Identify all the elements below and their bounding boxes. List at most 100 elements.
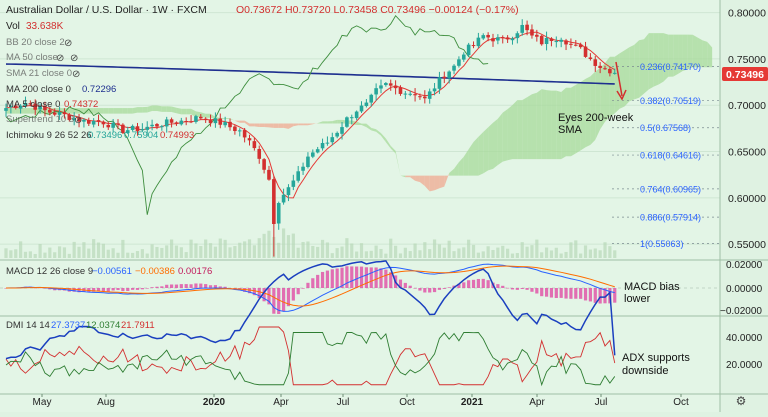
- candle-bullish[interactable]: [349, 117, 354, 119]
- candle-bearish[interactable]: [169, 119, 174, 123]
- candle-bearish[interactable]: [233, 126, 237, 132]
- supertrend-label[interactable]: Supertrend 10 3: [6, 114, 74, 125]
- candle-bearish[interactable]: [86, 119, 91, 124]
- candle-bearish[interactable]: [442, 76, 447, 79]
- candle-bullish[interactable]: [330, 137, 335, 143]
- candle-bullish[interactable]: [325, 142, 330, 144]
- candle-bearish[interactable]: [13, 105, 18, 109]
- candle-bullish[interactable]: [9, 106, 13, 108]
- candle-bearish[interactable]: [578, 44, 583, 48]
- candle-bearish[interactable]: [569, 43, 573, 45]
- ichimoku-label[interactable]: Ichimoku 9 26 52 26: [6, 130, 92, 141]
- candle-bullish[interactable]: [452, 65, 456, 71]
- candle-bullish[interactable]: [130, 125, 135, 130]
- candle-bearish[interactable]: [218, 118, 223, 125]
- candle-bearish[interactable]: [262, 159, 266, 170]
- candle-bearish[interactable]: [62, 112, 67, 115]
- candle-bullish[interactable]: [213, 118, 218, 124]
- candle-bullish[interactable]: [145, 126, 150, 130]
- candle-bullish[interactable]: [296, 171, 300, 181]
- candle-bullish[interactable]: [301, 166, 305, 171]
- bb-label[interactable]: BB 20 close 2: [6, 37, 65, 48]
- eye-hidden-icon-2[interactable]: ⊘: [56, 53, 64, 64]
- candle-bearish[interactable]: [174, 122, 179, 124]
- candle-bearish[interactable]: [423, 96, 427, 99]
- candle-bearish[interactable]: [257, 148, 262, 159]
- candle-bearish[interactable]: [203, 118, 208, 120]
- candle-bearish[interactable]: [583, 46, 588, 57]
- candle-bearish[interactable]: [242, 130, 247, 138]
- candle-bearish[interactable]: [33, 103, 38, 110]
- price-axis[interactable]: 0.80000 0.75000 0.70000 0.65000 0.60000 0.550…: [728, 8, 766, 251]
- candle-bullish[interactable]: [345, 117, 349, 127]
- candle-bullish[interactable]: [111, 122, 115, 128]
- time-axis[interactable]: May Aug 2020 Apr Jul Oct 2021 Apr Jul Oct: [33, 394, 689, 408]
- candle-bearish[interactable]: [267, 169, 271, 180]
- candle-bullish[interactable]: [432, 88, 437, 92]
- candle-bullish[interactable]: [286, 187, 291, 196]
- candle-bullish[interactable]: [496, 37, 500, 41]
- candle-bearish[interactable]: [208, 120, 213, 124]
- candle-bearish[interactable]: [393, 85, 398, 89]
- candle-bearish[interactable]: [603, 68, 607, 70]
- ma200-label[interactable]: MA 200 close 0: [6, 84, 71, 95]
- dmi-label[interactable]: DMI 14 14: [6, 320, 50, 331]
- candle-bearish[interactable]: [525, 24, 529, 31]
- candle-bullish[interactable]: [4, 108, 8, 111]
- candle-bullish[interactable]: [612, 72, 617, 74]
- candle-bullish[interactable]: [447, 71, 451, 79]
- candle-bullish[interactable]: [164, 119, 169, 127]
- candle-bullish[interactable]: [281, 194, 286, 203]
- candle-bullish[interactable]: [311, 152, 315, 157]
- candle-bullish[interactable]: [481, 35, 486, 39]
- candle-bearish[interactable]: [573, 44, 578, 46]
- candle-bearish[interactable]: [77, 117, 81, 122]
- candle-bullish[interactable]: [554, 41, 559, 43]
- candle-bearish[interactable]: [505, 37, 510, 40]
- candle-bullish[interactable]: [340, 127, 344, 134]
- sma21-label[interactable]: SMA 21 close 0: [6, 68, 72, 79]
- candle-bullish[interactable]: [18, 105, 23, 109]
- candle-bearish[interactable]: [491, 38, 495, 42]
- candle-bullish[interactable]: [379, 85, 383, 89]
- candle-bearish[interactable]: [413, 94, 417, 96]
- candle-bullish[interactable]: [559, 39, 563, 42]
- candle-bullish[interactable]: [364, 102, 369, 107]
- candle-bearish[interactable]: [471, 45, 476, 47]
- candle-bullish[interactable]: [384, 83, 388, 86]
- candle-bullish[interactable]: [82, 119, 86, 122]
- candle-bearish[interactable]: [500, 37, 505, 39]
- candle-bullish[interactable]: [359, 105, 364, 112]
- candle-bearish[interactable]: [388, 83, 393, 86]
- eye-hidden-icon-3[interactable]: ⊘: [70, 53, 78, 64]
- candle-bullish[interactable]: [437, 77, 442, 89]
- candle-bullish[interactable]: [374, 88, 378, 95]
- candle-bearish[interactable]: [189, 121, 193, 123]
- candle-bearish[interactable]: [228, 121, 232, 128]
- candle-bullish[interactable]: [369, 94, 374, 103]
- candle-bullish[interactable]: [320, 142, 325, 149]
- candle-bearish[interactable]: [535, 34, 539, 37]
- candle-bearish[interactable]: [135, 126, 140, 132]
- candle-bullish[interactable]: [354, 111, 359, 119]
- candle-bullish[interactable]: [57, 112, 62, 115]
- candle-bullish[interactable]: [38, 105, 42, 110]
- candle-bearish[interactable]: [43, 106, 47, 111]
- candle-bearish[interactable]: [155, 124, 159, 127]
- candle-bearish[interactable]: [96, 120, 101, 122]
- candle-bullish[interactable]: [315, 149, 320, 153]
- candle-bearish[interactable]: [598, 65, 602, 68]
- candle-bearish[interactable]: [588, 57, 593, 59]
- candle-bearish[interactable]: [101, 121, 106, 125]
- candle-bullish[interactable]: [510, 38, 515, 41]
- candle-bullish[interactable]: [179, 120, 184, 125]
- candle-bullish[interactable]: [140, 128, 145, 131]
- macd-label[interactable]: MACD 12 26 close 9: [6, 266, 93, 277]
- candle-bearish[interactable]: [184, 121, 188, 123]
- candle-bullish[interactable]: [91, 120, 96, 125]
- candle-bullish[interactable]: [544, 37, 549, 45]
- candle-bullish[interactable]: [237, 130, 242, 132]
- candle-bullish[interactable]: [72, 118, 76, 121]
- candle-bearish[interactable]: [539, 35, 544, 45]
